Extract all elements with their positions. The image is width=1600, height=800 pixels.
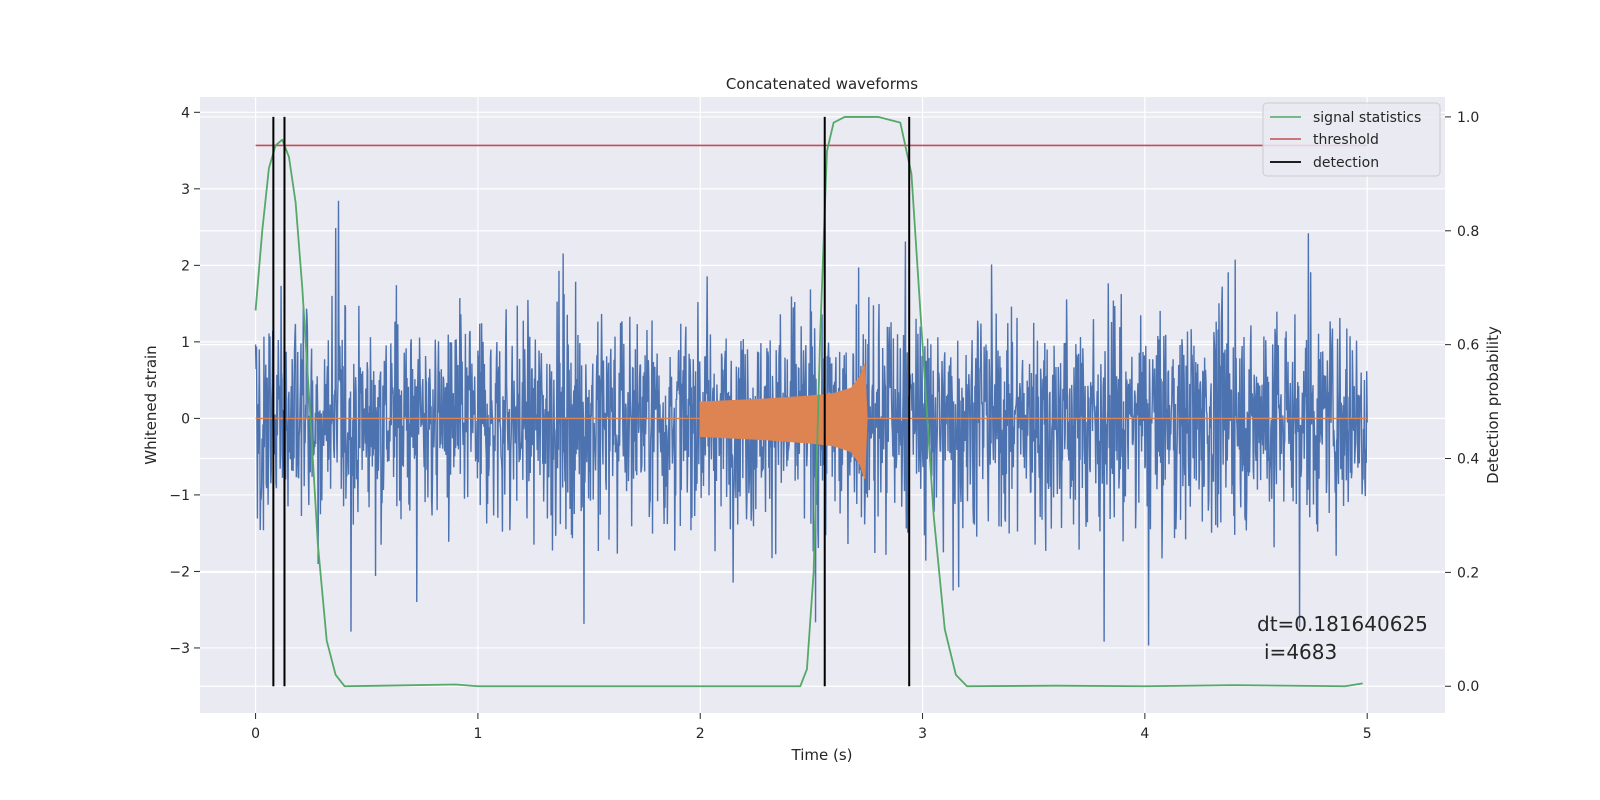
y-tick-label: 4 xyxy=(181,105,190,121)
y-tick-label: −3 xyxy=(169,641,190,657)
y-tick-label: 3 xyxy=(181,182,190,198)
y-right-tick-label: 0.6 xyxy=(1457,338,1479,354)
legend-label-detection: detection xyxy=(1313,155,1379,171)
x-tick-label: 4 xyxy=(1140,726,1149,742)
legend: signal statistics threshold detection xyxy=(1262,102,1441,177)
y-right-tick-label: 0.4 xyxy=(1457,452,1479,468)
y-right-tick-label: 0.0 xyxy=(1457,679,1479,695)
y-tick-label: 0 xyxy=(181,411,190,427)
y-tick-label: −1 xyxy=(169,488,190,504)
y-tick-label: 2 xyxy=(181,258,190,274)
x-tick-label: 3 xyxy=(918,726,927,742)
series-signal-statistics-line xyxy=(254,116,1363,688)
y-axis-label: Whitened strain xyxy=(142,345,160,464)
y-tick-label: −2 xyxy=(169,564,190,580)
x-tick-label: 2 xyxy=(696,726,705,742)
plot-area xyxy=(254,116,1368,688)
x-axis-label: Time (s) xyxy=(791,746,853,764)
ticks: 0 1 2 3 4 5 −3 −2 −1 0 1 2 3 4 0.0 0.2 0.4 0.6 0.8 1.0 xyxy=(169,105,1479,742)
legend-label-threshold: threshold xyxy=(1313,132,1379,148)
legend-frame xyxy=(1262,102,1441,177)
y-axis-label-right: Detection probability xyxy=(1484,326,1502,484)
y-right-tick-label: 1.0 xyxy=(1457,110,1479,126)
x-tick-label: 5 xyxy=(1363,726,1372,742)
y-tick-label: 1 xyxy=(181,335,190,351)
x-tick-label: 0 xyxy=(251,726,260,742)
y-right-tick-label: 0.2 xyxy=(1457,565,1479,581)
series-strain-line xyxy=(254,200,1368,646)
legend-label-signal-statistics: signal statistics xyxy=(1313,110,1421,126)
annotation-dt: dt=0.181640625 xyxy=(1257,612,1428,636)
y-right-tick-label: 0.8 xyxy=(1457,224,1479,240)
x-tick-label: 1 xyxy=(473,726,482,742)
series-chirp-line xyxy=(255,363,1368,479)
chart-title: Concatenated waveforms xyxy=(726,75,918,93)
annotation-i: i=4683 xyxy=(1264,640,1337,664)
